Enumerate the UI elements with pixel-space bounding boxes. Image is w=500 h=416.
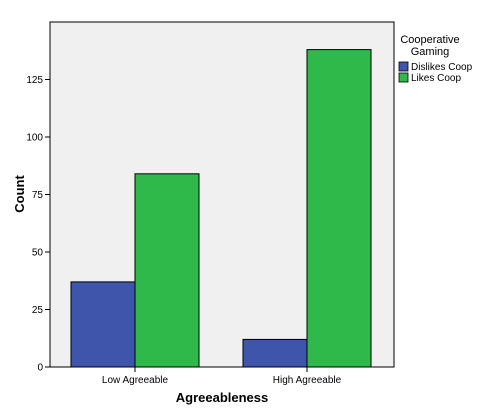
y-tick-label: 125	[26, 75, 43, 86]
bar-low-agreeable-likes-coop	[134, 173, 200, 368]
x-tick-label: Low Agreeable	[102, 375, 169, 386]
legend: Cooperative Gaming Dislikes Coop Likes C…	[398, 34, 473, 84]
legend-title-line-2: Gaming	[411, 46, 450, 58]
bar-low-agreeable-dislikes-coop	[70, 281, 136, 368]
y-tick-label: 0	[37, 363, 43, 374]
legend-label-dislikes-coop: Dislikes Coop	[411, 62, 473, 73]
x-axis: Low Agreeable High Agreeable	[102, 367, 342, 386]
y-tick-label: 100	[26, 133, 43, 144]
x-tick-label: High Agreeable	[273, 375, 342, 386]
bars	[70, 49, 372, 368]
bar-high-agreeable-likes-coop	[306, 49, 372, 368]
bar-high-agreeable-dislikes-coop	[242, 338, 308, 368]
y-tick-label: 50	[32, 248, 44, 259]
y-tick-label: 75	[32, 190, 44, 201]
x-axis-title: Agreeableness	[176, 390, 269, 405]
y-axis-title: Count	[12, 175, 27, 213]
y-axis: 0 25 50 75 100 125	[26, 75, 50, 374]
legend-swatch-dislikes-coop	[398, 61, 409, 72]
legend-swatch-likes-coop	[398, 72, 409, 83]
y-tick-label: 25	[32, 305, 44, 316]
legend-title-line-1: Cooperative	[400, 34, 459, 46]
legend-label-likes-coop: Likes Coop	[411, 73, 461, 84]
